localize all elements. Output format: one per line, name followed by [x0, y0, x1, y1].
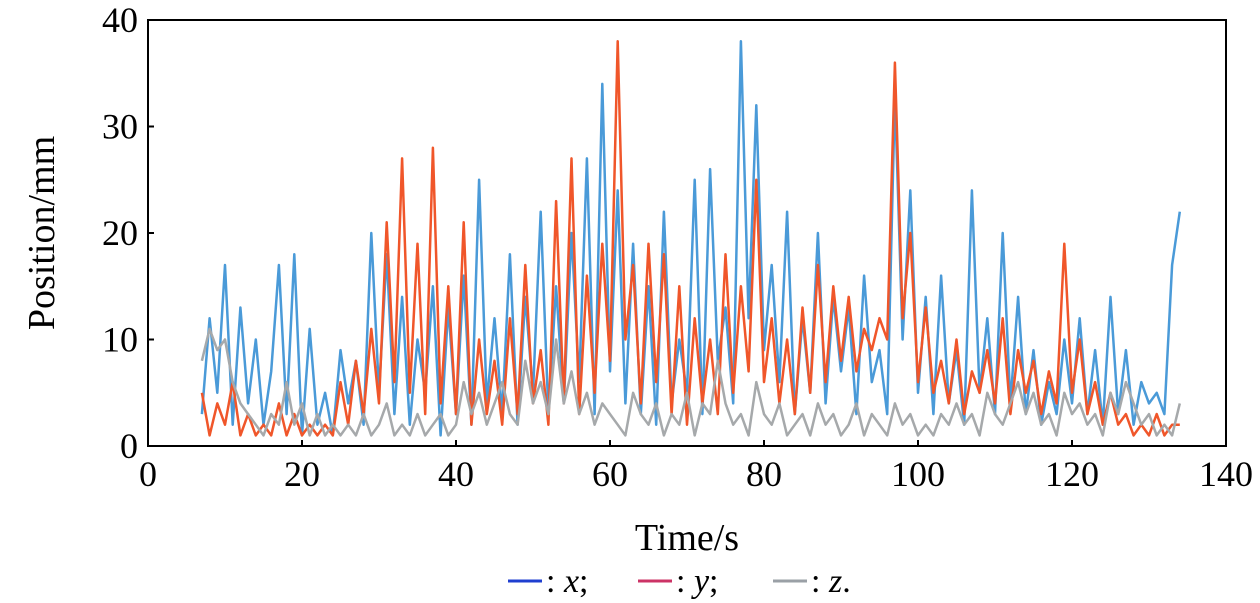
legend-item-x: : x;	[508, 563, 589, 600]
x-axis-ticks: 0 20 40 60 80 100 120 140	[139, 440, 1253, 494]
y-tick-label: 40	[102, 0, 138, 40]
legend-label-z: : z.	[811, 563, 851, 600]
series-line-y	[200, 40, 1180, 437]
legend-item-z: : z.	[773, 563, 851, 600]
x-tick-label: 0	[139, 454, 157, 494]
y-tick-label: 30	[102, 107, 138, 147]
legend-item-y: : y;	[638, 563, 719, 600]
x-tick-label: 140	[1199, 454, 1253, 494]
x-tick-label: 80	[746, 454, 782, 494]
legend-label-x: : x;	[546, 563, 589, 600]
x-tick-label: 20	[284, 454, 320, 494]
y-tick-label: 10	[102, 320, 138, 360]
x-tick-label: 40	[438, 454, 474, 494]
legend-label-y: : y;	[676, 563, 719, 600]
x-tick-label: 100	[891, 454, 945, 494]
y-tick-label: 20	[102, 213, 138, 253]
x-tick-label: 60	[592, 454, 628, 494]
series-layer	[200, 40, 1182, 437]
x-tick-label: 120	[1045, 454, 1099, 494]
y-tick-label: 0	[120, 426, 138, 466]
legend: : x; : y; : z.	[508, 563, 851, 600]
x-axis-title: Time/s	[635, 517, 739, 559]
y-axis-title: Position/mm	[21, 136, 63, 330]
series-line-z	[200, 327, 1182, 437]
y-axis-ticks: 0 10 20 30 40	[102, 0, 154, 466]
